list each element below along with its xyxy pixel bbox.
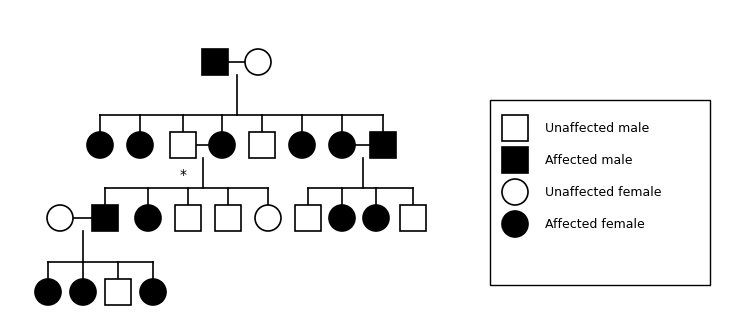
Ellipse shape [502,211,528,237]
Text: Affected female: Affected female [545,217,645,230]
Ellipse shape [289,132,315,158]
Bar [295,205,321,231]
Ellipse shape [135,205,161,231]
Bar [400,205,426,231]
Bar [490,100,710,285]
Text: Unaffected male: Unaffected male [545,122,649,135]
Ellipse shape [209,132,235,158]
Ellipse shape [140,279,166,305]
Ellipse shape [363,205,389,231]
Bar [175,205,201,231]
Text: Affected male: Affected male [545,153,632,166]
Ellipse shape [255,205,281,231]
Bar [92,205,118,231]
Text: *: * [180,168,186,182]
Ellipse shape [329,132,355,158]
Bar [502,147,528,173]
Ellipse shape [35,279,61,305]
Ellipse shape [127,132,153,158]
Bar [202,49,228,75]
Bar [370,132,396,158]
Ellipse shape [87,132,113,158]
Bar [215,205,241,231]
Ellipse shape [502,179,528,205]
Bar [170,132,196,158]
Ellipse shape [329,205,355,231]
Ellipse shape [47,205,73,231]
Ellipse shape [70,279,96,305]
Bar [502,115,528,141]
Bar [105,279,131,305]
Bar [249,132,275,158]
Text: Unaffected female: Unaffected female [545,186,661,199]
Ellipse shape [245,49,271,75]
